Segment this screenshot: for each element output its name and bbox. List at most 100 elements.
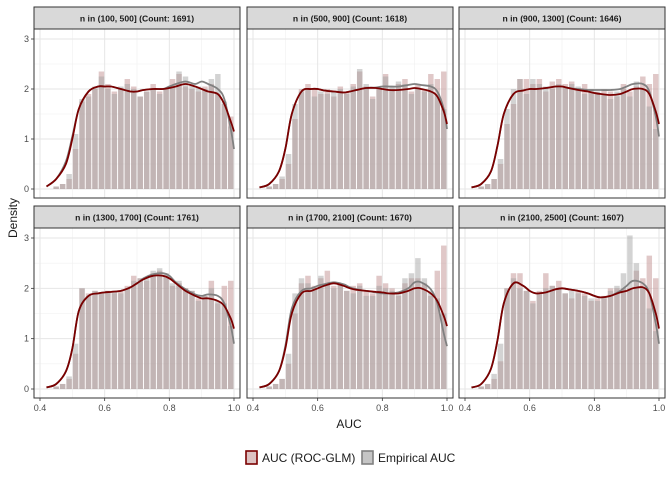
bar-empirical — [92, 290, 98, 389]
facet-title: n in (500, 900] (Count: 1618) — [293, 14, 407, 24]
panel-border — [246, 227, 454, 399]
bar-empirical — [402, 84, 408, 189]
bar-empirical — [189, 290, 195, 389]
bar-empirical — [79, 288, 85, 389]
bar-roc-glm — [627, 288, 633, 389]
bar-empirical — [640, 89, 646, 189]
bar-empirical — [523, 290, 530, 389]
bar-roc-glm — [421, 283, 428, 389]
bar-roc-glm — [324, 270, 331, 389]
bar-roc-glm — [208, 84, 215, 189]
bar-empirical — [124, 84, 131, 189]
density-line-roc-glm — [259, 282, 448, 389]
bar-roc-glm — [298, 283, 305, 389]
bar-roc-glm — [376, 89, 382, 189]
bar-roc-glm — [311, 89, 318, 189]
bar-roc-glm — [510, 104, 517, 189]
bar-empirical — [484, 184, 491, 189]
bar-roc-glm — [614, 96, 620, 189]
bar-roc-glm — [169, 79, 176, 189]
bar-roc-glm — [504, 288, 510, 389]
bar-roc-glm — [176, 283, 182, 389]
bar-empirical — [182, 288, 189, 389]
bar-roc-glm — [59, 383, 66, 389]
density-line-roc-glm — [471, 281, 660, 389]
bar-roc-glm — [601, 295, 607, 389]
bar-empirical — [389, 290, 395, 389]
bar-empirical — [402, 278, 408, 389]
bar-empirical — [614, 91, 620, 189]
bar-empirical — [356, 69, 363, 189]
bar-roc-glm — [408, 278, 415, 389]
bar-roc-glm — [331, 285, 337, 389]
panel-border — [33, 28, 241, 199]
panel-border — [458, 28, 666, 199]
bar-empirical — [221, 303, 228, 389]
bar-empirical — [66, 174, 72, 189]
bar-empirical — [163, 89, 169, 189]
bar-roc-glm — [382, 74, 389, 189]
bar-roc-glm — [607, 288, 614, 389]
bar-empirical — [279, 176, 285, 189]
bar-roc-glm — [143, 280, 150, 389]
density-line-roc-glm — [46, 274, 235, 389]
bar-roc-glm — [150, 84, 156, 189]
bar-roc-glm — [543, 91, 549, 189]
facet-panel: n in (1700, 2100] (Count: 1670) 0.4 0.6 0.8… — [246, 205, 454, 413]
bar-roc-glm — [111, 293, 118, 389]
bar-roc-glm — [318, 94, 324, 189]
bar-roc-glm — [530, 300, 536, 389]
bar-empirical — [568, 290, 575, 389]
bar-empirical — [356, 285, 363, 389]
bar-roc-glm — [543, 273, 549, 389]
bar-roc-glm — [594, 94, 601, 189]
bar-empirical — [536, 84, 543, 189]
bar-roc-glm — [549, 81, 556, 189]
bar-empirical — [298, 278, 305, 389]
bar-empirical — [601, 94, 607, 189]
bar-empirical — [581, 94, 588, 189]
bar-empirical — [441, 313, 447, 389]
bar-roc-glm — [143, 91, 150, 189]
bar-roc-glm — [305, 84, 311, 189]
bar-roc-glm — [627, 91, 633, 189]
bar-roc-glm — [556, 79, 562, 189]
bar-roc-glm — [653, 278, 659, 389]
bar-roc-glm — [221, 285, 228, 389]
bar-empirical — [143, 278, 150, 389]
x-tick-label: 1.0 — [228, 403, 241, 413]
legend-item-empirical: Empirical AUC — [361, 450, 456, 465]
bar-roc-glm — [59, 184, 66, 189]
bar-roc-glm — [182, 288, 189, 389]
bar-empirical — [434, 298, 441, 389]
bar-empirical — [369, 99, 376, 189]
bar-empirical — [562, 86, 568, 189]
bar-roc-glm — [92, 89, 98, 189]
bar-empirical — [124, 288, 131, 389]
bar-empirical — [523, 94, 530, 189]
bar-empirical — [428, 84, 434, 189]
bar-roc-glm — [150, 273, 156, 389]
bar-empirical — [111, 290, 118, 389]
bar-roc-glm — [324, 89, 331, 189]
facet-panel: n in (1300, 1700] (Count: 1761) 0 1 2 3 0.4 0.… — [24, 205, 241, 413]
bar-roc-glm — [653, 74, 659, 189]
bar-empirical — [627, 96, 633, 189]
bar-empirical — [208, 288, 215, 389]
bar-roc-glm — [633, 86, 640, 189]
bar-empirical — [72, 343, 79, 389]
bar-roc-glm — [266, 386, 272, 389]
bar-roc-glm — [504, 124, 510, 189]
bar-empirical — [156, 268, 163, 389]
bar-roc-glm — [163, 89, 169, 189]
bar-empirical — [421, 278, 428, 389]
y-axis-title: Density — [6, 198, 20, 238]
bar-empirical — [98, 293, 105, 389]
bar-empirical — [350, 293, 356, 389]
bar-roc-glm — [189, 290, 195, 389]
x-axis-title: AUC — [336, 417, 362, 431]
bar-roc-glm — [189, 89, 195, 189]
legend: AUC (ROC-GLM) Empirical AUC — [245, 450, 456, 465]
bar-roc-glm — [588, 300, 594, 389]
bar-empirical — [337, 89, 344, 189]
